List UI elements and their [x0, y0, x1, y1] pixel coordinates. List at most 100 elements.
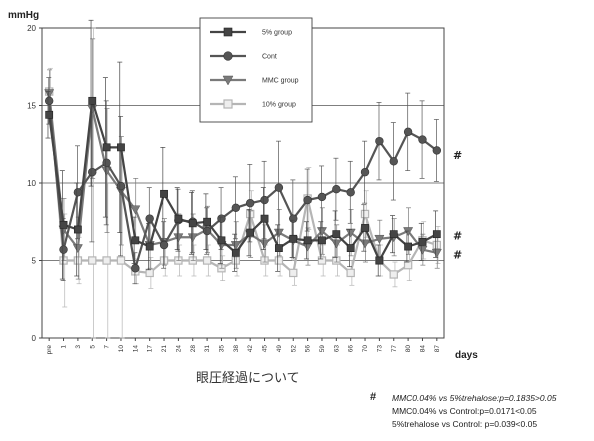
marker-triangle-down — [345, 228, 356, 238]
x-tick-label: 31 — [204, 345, 211, 353]
marker-circle — [131, 264, 140, 273]
marker-square — [117, 143, 125, 152]
y-tick-label: 0 — [32, 334, 37, 343]
marker-open-square — [332, 256, 341, 265]
marker-square — [145, 242, 154, 251]
marker-open-square — [289, 268, 298, 278]
x-tick-label: 21 — [161, 345, 168, 353]
marker-square — [45, 110, 54, 119]
marker-open-square — [274, 256, 284, 265]
marker-square — [274, 244, 283, 252]
marker-circle — [145, 214, 154, 223]
x-tick-label: 3 — [75, 345, 82, 349]
marker-open-square — [260, 256, 269, 265]
marker-open-square — [432, 240, 442, 250]
significance-mark-1: # — [453, 149, 462, 162]
marker-square — [203, 217, 212, 226]
x-tick-label: 7 — [104, 345, 111, 349]
legend-item: Cont — [210, 51, 277, 61]
significance-mark-2: # — [453, 230, 462, 243]
marker-open-square — [317, 256, 327, 265]
series-line — [48, 100, 438, 269]
legend-item: 5% group — [210, 27, 292, 37]
x-tick-label: 87 — [434, 345, 441, 353]
marker-square — [346, 244, 355, 252]
marker-circle — [389, 157, 398, 166]
marker-triangle-down — [374, 234, 385, 244]
marker-triangle-down — [431, 248, 442, 258]
series-5-group — [45, 19, 441, 280]
x-tick-label: 59 — [319, 345, 326, 353]
x-tick-label: 42 — [247, 345, 254, 353]
marker-open-square — [159, 256, 169, 265]
marker-triangle-down — [173, 233, 184, 243]
x-tick-label: 80 — [405, 345, 412, 353]
marker-open-square — [73, 256, 83, 265]
marker-square — [375, 256, 384, 265]
marker-circle — [44, 96, 54, 106]
marker-square — [361, 224, 369, 232]
x-tick-label: 1 — [61, 345, 68, 349]
legend-item: 10% group — [210, 99, 296, 109]
marker-circle — [360, 167, 370, 177]
marker-square — [318, 236, 326, 245]
y-tick-label: 10 — [27, 179, 36, 188]
marker-triangle-down — [360, 239, 371, 249]
x-tick-label: 17 — [147, 345, 154, 353]
x-tick-label: 66 — [348, 345, 355, 353]
significance-marks: # # # — [453, 149, 462, 261]
marker-circle — [116, 181, 126, 191]
marker-open-square — [403, 260, 413, 270]
note-line-3: 5%trehalose vs Control: p=0.039<0.05 — [392, 419, 538, 429]
marker-square — [404, 242, 413, 251]
legend-label: Cont — [262, 54, 277, 61]
note-line-1: MMC0.04% vs 5%trehalose:p=0.1835>0.05 — [392, 393, 557, 403]
y-axis-label: mmHg — [8, 10, 39, 21]
marker-triangle-down — [403, 227, 414, 237]
marker-circle — [102, 158, 111, 168]
legend-label: 5% group — [262, 30, 292, 37]
marker-square — [88, 96, 97, 105]
statistics-notes: # MMC0.04% vs 5%trehalose:p=0.1835>0.05 … — [370, 391, 557, 431]
marker-circle — [289, 214, 298, 223]
marker-square — [260, 214, 269, 223]
marker-square — [231, 248, 240, 257]
significance-mark-3: # — [453, 248, 462, 261]
marker-square — [217, 236, 226, 245]
y-tick-label: 15 — [27, 102, 36, 111]
marker-triangle-down — [273, 228, 284, 238]
marker-square — [246, 228, 255, 237]
marker-circle — [375, 136, 384, 146]
marker-triangle-down — [417, 245, 428, 255]
marker-square — [303, 236, 312, 245]
marker-open-square — [145, 268, 154, 278]
marker-square — [73, 225, 82, 234]
marker-circle — [73, 188, 83, 197]
x-tick-label: 77 — [391, 345, 398, 353]
marker-circle — [202, 226, 212, 236]
marker-open-square — [116, 256, 126, 265]
x-tick-label: 63 — [333, 345, 340, 353]
legend: 5% group Cont MMC group 10% group — [199, 17, 313, 123]
marker-circle — [217, 214, 226, 223]
marker-square — [389, 230, 398, 239]
marker-square — [174, 214, 183, 223]
marker-square — [418, 238, 427, 246]
marker-circle — [346, 188, 355, 197]
marker-square — [332, 230, 341, 239]
y-tick-label: 20 — [27, 24, 36, 33]
y-tick-label: 5 — [32, 257, 37, 266]
marker-circle — [223, 51, 233, 61]
marker-circle — [403, 127, 413, 137]
marker-open-square — [346, 268, 355, 278]
series-line — [48, 92, 438, 254]
marker-triangle-down — [230, 241, 241, 251]
marker-open-square — [102, 256, 111, 265]
marker-open-square — [245, 209, 255, 219]
marker-triangle-down — [316, 227, 327, 237]
legend-label: MMC group — [262, 78, 299, 85]
x-tick-label: 35 — [218, 345, 225, 353]
marker-triangle-down — [130, 205, 141, 215]
